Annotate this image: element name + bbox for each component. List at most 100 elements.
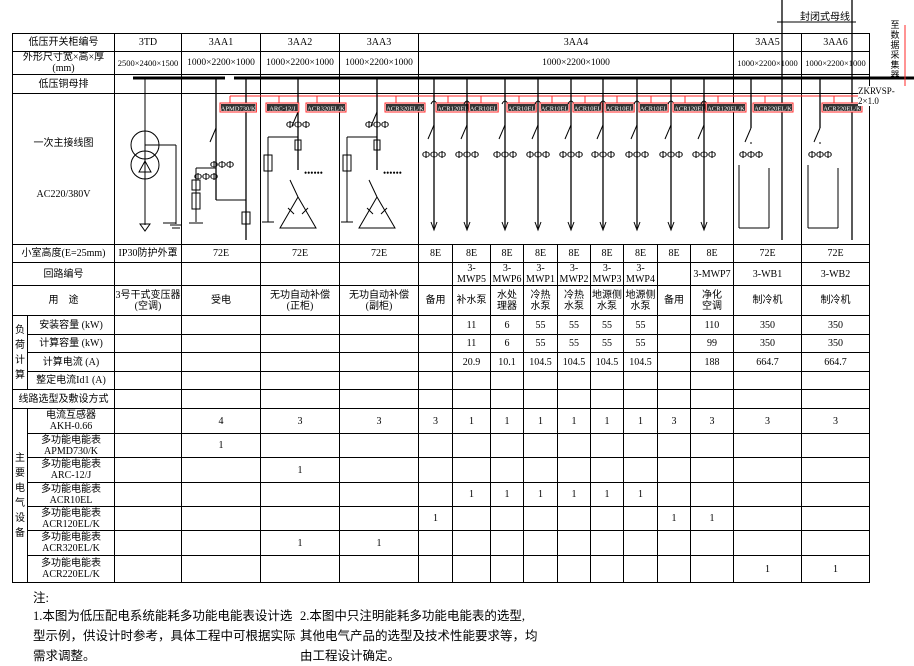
capacitor-bank-symbol <box>279 179 317 229</box>
equipment-quantity <box>590 433 624 458</box>
data-collector-label: 至数据采集器 <box>890 20 900 80</box>
outgoing-arrow-icon <box>633 221 641 232</box>
equipment-quantity: 1 <box>557 482 591 507</box>
equipment-quantity <box>523 433 558 458</box>
equipment-quantity <box>590 506 624 531</box>
cable-label: ZKRVSP-2×1.0 <box>858 86 914 106</box>
meter-label: ACR220EL/K <box>754 105 792 112</box>
current-transformer-symbol: ΦΦΦ <box>526 149 550 161</box>
row-label: 用 途 <box>12 285 115 316</box>
contact-dots: •••••• <box>304 168 323 178</box>
fuse-symbol <box>191 179 201 191</box>
wiring-row: 线路选型及敷设方式 <box>12 389 870 409</box>
equipment-quantity: 1 <box>557 408 591 434</box>
equipment-quantity <box>181 506 261 531</box>
meter-label: ACR10EL <box>574 105 602 112</box>
meter-label: ACR220EL/K <box>823 105 861 112</box>
meter-label-fill <box>574 104 602 111</box>
equipment-name: 电流互感器 AKH-0.66 <box>27 408 115 434</box>
wire <box>301 207 309 215</box>
meter-label: ACR10EL <box>470 105 498 112</box>
equipment-quantity <box>523 506 558 531</box>
equipment-quantity <box>733 433 802 458</box>
equipment-row: 多功能电能表 ACR320EL/K 1 1 <box>13 530 870 556</box>
switch-symbol <box>209 127 217 143</box>
meter-label-fill <box>221 104 256 111</box>
ground-arrow-icon <box>139 223 151 232</box>
equipment-quantity <box>690 555 734 583</box>
resistor-symbol <box>191 192 201 210</box>
meter-label: ACR10EL <box>508 105 536 112</box>
current-transformer-symbol: ΦΦΦ <box>739 149 763 161</box>
meter-label: APMD730/K <box>221 105 256 112</box>
note-1-line: 需求调整。 <box>33 649 96 663</box>
usage-value: 受电 <box>181 285 261 316</box>
outgoing-arrow-icon <box>463 221 471 232</box>
wire <box>366 207 374 215</box>
equipment-quantity <box>657 433 691 458</box>
equipment-quantity <box>418 530 453 556</box>
current-transformer-symbol: ΦΦΦ <box>194 171 218 183</box>
current-transformer-symbol: ΦΦΦ <box>210 159 234 171</box>
meter-label: ACR120EL/K <box>674 105 712 112</box>
note-1-line: 型示例，供设计时参考，具体工程中可根据实际 <box>33 629 296 643</box>
meter-label-fill <box>541 104 569 111</box>
diagram-label: 一次主接线图 <box>33 138 94 149</box>
current-transformer-symbol: ΦΦΦ <box>625 149 649 161</box>
equipment-row: 主 要 电 气 设 备电流互感器 AKH-0.66 4 3 3 3 1 1 1 1 1 1 3 3 3 3 <box>12 408 870 583</box>
diagram-row: 一次主接线图 AC220/380V <box>12 93 870 245</box>
fuse-symbol <box>373 139 381 151</box>
setting_current-row: 整定电流Id1 (A) <box>13 371 870 390</box>
equipment-quantity <box>418 555 453 583</box>
equipment-quantity <box>690 457 734 483</box>
equipment-quantity <box>114 457 182 483</box>
outgoing-arrow-icon <box>534 221 542 232</box>
usage-value: 3号干式变压器 (空调) <box>114 285 182 316</box>
note-2: 2.本图中只注明能耗多功能电能表的选型, 其他电气产品的选型及技术性能要求等，均… <box>300 606 538 666</box>
cabinet-dimensions: 1000×2200×1000 <box>260 51 340 75</box>
compartment-row: 小室高度(E=25mm) IP30防护外罩 72E 72E 72E 8E 8E 8E 8E 8E 8… <box>12 244 870 263</box>
equipment-quantity: 1 <box>801 555 870 583</box>
usage-value: 冷热 水泵 <box>557 285 591 316</box>
note-1-line: 1.本图为低压配电系统能耗多功能电能表设计选 <box>33 609 293 623</box>
meter-label-fill <box>267 104 298 111</box>
equipment-quantity <box>557 433 591 458</box>
usage-value: 冷热 水泵 <box>523 285 558 316</box>
equipment-quantity <box>657 457 691 483</box>
equipment-quantity <box>452 506 491 531</box>
switch-symbol <box>460 124 468 140</box>
cabinet-dimensions: 1000×2200×1000 <box>339 51 419 75</box>
wire <box>287 207 295 215</box>
usage-value: 制冷机 <box>801 285 870 316</box>
equipment-quantity <box>114 433 182 458</box>
switch-symbol <box>630 124 638 140</box>
equipment-quantity <box>657 555 691 583</box>
meter-label: ARC-12/J <box>269 105 296 112</box>
circuit-value <box>114 262 182 286</box>
equipment-quantity <box>452 433 491 458</box>
meter-label-fill <box>640 104 668 111</box>
current-transformer-symbol: ΦΦΦ <box>591 149 615 161</box>
equipment-quantity: 1 <box>523 408 558 434</box>
switch-symbol <box>664 124 672 140</box>
equipment-name: 多功能电能表 APMD730/K <box>27 433 115 458</box>
meter-label-fill <box>470 104 498 111</box>
outgoing-arrow-icon <box>667 221 675 232</box>
meter-label-fill <box>606 104 634 111</box>
equipment-row: 多功能电能表 ARC-12/J 1 <box>13 457 870 483</box>
meter-label: ACR120EL/K <box>707 105 745 112</box>
circuit-value: 3-MWP1 <box>523 262 558 286</box>
usage-value: 水处 理器 <box>490 285 524 316</box>
switch-symbol <box>370 111 378 127</box>
outgoing-arrow-icon <box>599 221 607 232</box>
fuse-symbol <box>294 139 302 151</box>
wire <box>380 207 388 215</box>
circuit-value: 3-MWP2 <box>557 262 591 286</box>
diagram-cell <box>339 93 419 245</box>
diagram-cell <box>114 93 182 245</box>
note-1: 1.本图为低压配电系统能耗多功能电能表设计选 型示例，供设计时参考，具体工程中可… <box>33 606 296 666</box>
current-transformer-symbol: ΦΦΦ <box>493 149 517 161</box>
usage-row: 用 途 3号干式变压器 (空调) 受电 无功自动补偿 (正柜) 无功自动补偿 (副柜) 备… <box>12 285 870 316</box>
equipment-name: 多功能电能表 ACR10EL <box>27 482 115 507</box>
